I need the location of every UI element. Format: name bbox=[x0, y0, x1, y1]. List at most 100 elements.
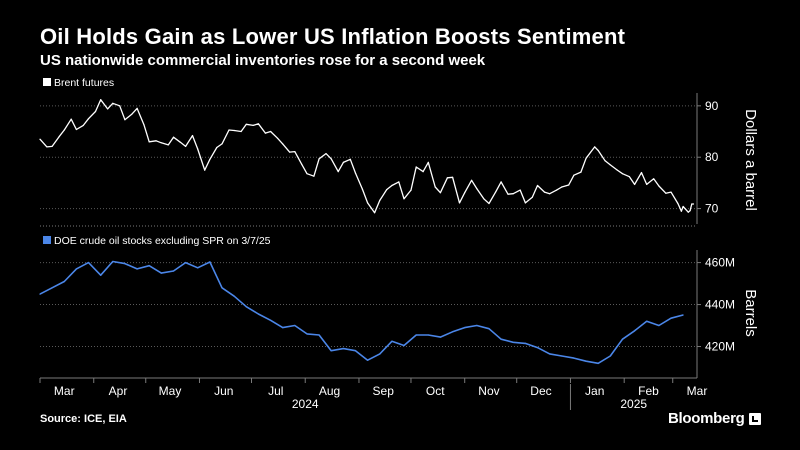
series-point bbox=[680, 210, 683, 212]
series-point bbox=[512, 341, 514, 343]
x-tick-label: Feb bbox=[638, 384, 659, 398]
series-point bbox=[483, 198, 485, 200]
chart-subtitle: US nationwide commercial inventories ros… bbox=[40, 52, 486, 69]
series-point bbox=[549, 353, 551, 355]
series-point bbox=[270, 319, 272, 321]
series-point bbox=[585, 157, 587, 159]
lower-gridlines bbox=[40, 262, 697, 348]
series-point bbox=[216, 146, 218, 149]
series-point bbox=[143, 124, 145, 126]
series-point bbox=[677, 202, 679, 205]
x-tick-label: Jan bbox=[585, 384, 604, 398]
series-point bbox=[167, 144, 169, 146]
series-point bbox=[294, 324, 296, 327]
series-point bbox=[264, 132, 266, 134]
upper-y-axis-title: Dollars a barrel bbox=[742, 109, 759, 211]
x-axis-ticks: Mar Apr May Jun Jul Aug Sep Oct Nov Dec Jan Feb Mar 2… bbox=[39, 378, 708, 411]
series-point bbox=[75, 268, 77, 270]
series-point bbox=[410, 189, 412, 191]
series-point bbox=[39, 293, 41, 295]
stocks-series-points bbox=[39, 260, 684, 364]
series-point bbox=[573, 174, 575, 176]
series-point bbox=[556, 189, 558, 191]
series-point bbox=[500, 338, 502, 340]
series-point bbox=[403, 344, 405, 347]
series-point bbox=[422, 171, 424, 173]
series-point bbox=[476, 188, 478, 190]
year-label: 2025 bbox=[620, 397, 647, 411]
series-point bbox=[670, 191, 672, 193]
series-point bbox=[245, 306, 247, 308]
x-tick-label: Aug bbox=[319, 384, 340, 398]
series-point bbox=[94, 110, 97, 113]
stocks-legend-swatch bbox=[43, 236, 51, 244]
series-point bbox=[124, 263, 126, 265]
series-point bbox=[58, 136, 60, 138]
series-point bbox=[458, 202, 461, 204]
series-point bbox=[330, 158, 332, 160]
series-point bbox=[665, 192, 667, 194]
y-tick-label: 460M bbox=[705, 256, 735, 270]
series-point bbox=[658, 324, 660, 327]
series-point bbox=[561, 355, 563, 357]
x-tick-label: Jun bbox=[214, 384, 233, 398]
series-point bbox=[452, 176, 454, 178]
lower-y-axis-title: Barrels bbox=[742, 289, 759, 337]
series-point bbox=[561, 186, 563, 188]
y-tick-label: 420M bbox=[705, 340, 735, 354]
x-tick-label: Mar bbox=[687, 384, 708, 398]
series-point bbox=[361, 188, 363, 190]
brent-legend-label: Brent futures bbox=[54, 77, 114, 89]
series-point bbox=[640, 172, 643, 174]
series-point bbox=[536, 347, 539, 349]
series-point bbox=[580, 171, 582, 173]
series-point bbox=[155, 140, 157, 142]
series-point bbox=[100, 99, 102, 101]
series-point bbox=[367, 359, 369, 361]
y-tick-label: 70 bbox=[705, 202, 719, 216]
series-point bbox=[653, 178, 655, 180]
series-point bbox=[221, 287, 223, 289]
series-point bbox=[621, 338, 624, 340]
x-tick-label: Apr bbox=[109, 384, 128, 398]
series-point bbox=[439, 192, 441, 194]
series-point bbox=[51, 287, 53, 289]
series-point bbox=[464, 192, 466, 194]
series-point bbox=[634, 330, 636, 332]
series-point bbox=[609, 355, 611, 357]
series-point bbox=[197, 267, 199, 269]
series-point bbox=[524, 342, 527, 344]
y-tick-label: 80 bbox=[705, 150, 719, 164]
x-tick-label: Oct bbox=[426, 384, 445, 398]
series-point bbox=[318, 158, 320, 160]
series-point bbox=[337, 171, 339, 173]
year-label: 2024 bbox=[292, 397, 319, 411]
series-point bbox=[306, 173, 308, 175]
series-point bbox=[354, 172, 357, 174]
series-point bbox=[282, 143, 284, 145]
series-point bbox=[136, 107, 138, 109]
series-point bbox=[446, 177, 448, 179]
series-point bbox=[197, 148, 199, 150]
series-point bbox=[349, 158, 351, 160]
series-point bbox=[495, 191, 497, 193]
series-point bbox=[464, 327, 466, 329]
series-point bbox=[100, 274, 102, 276]
series-point bbox=[342, 348, 344, 350]
chart-title: Oil Holds Gain as Lower US Inflation Boo… bbox=[40, 24, 626, 49]
x-tick-label: Dec bbox=[530, 384, 551, 398]
series-point bbox=[191, 135, 194, 137]
series-point bbox=[687, 211, 689, 213]
series-point bbox=[221, 143, 223, 145]
series-point bbox=[270, 130, 272, 133]
series-point bbox=[282, 327, 284, 329]
series-point bbox=[82, 124, 84, 126]
series-point bbox=[87, 118, 90, 120]
series-point bbox=[330, 350, 332, 352]
series-point bbox=[689, 210, 691, 212]
series-point bbox=[692, 203, 695, 205]
series-point bbox=[136, 268, 138, 270]
series-point bbox=[379, 199, 381, 201]
series-point bbox=[46, 146, 48, 148]
series-point bbox=[301, 163, 303, 165]
